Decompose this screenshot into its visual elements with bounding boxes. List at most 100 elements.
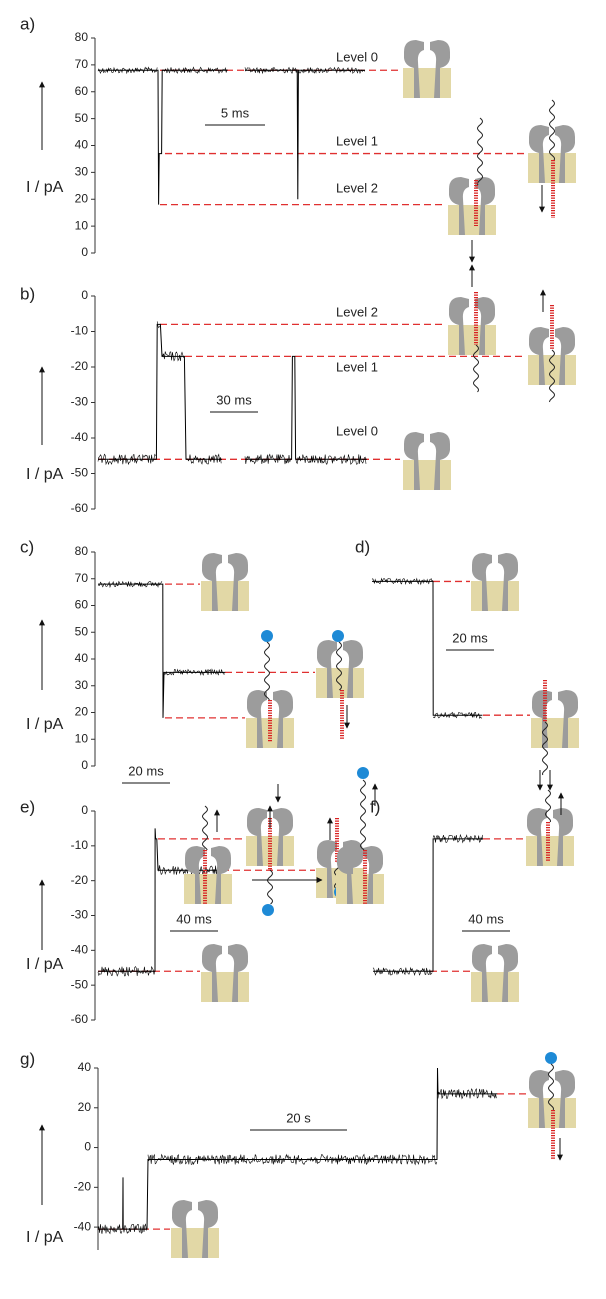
y-tick-label: 80 (75, 30, 89, 44)
dna-strand (548, 99, 556, 161)
trace (98, 583, 226, 718)
level-label: Level 0 (336, 423, 378, 438)
pore-icon (184, 846, 232, 904)
y-tick-label: 0 (81, 288, 88, 302)
pore-icon (471, 553, 519, 611)
y-tick-label: -10 (71, 324, 89, 338)
dna-strand (548, 349, 556, 403)
bead (262, 904, 274, 916)
trace (373, 838, 483, 972)
pore-icon (528, 125, 576, 183)
y-tick-label: 40 (75, 138, 89, 152)
trace-noise (147, 1153, 438, 1166)
scale-bar-label: 40 ms (176, 911, 212, 926)
y-tick-label: 50 (75, 111, 89, 125)
dna-strand (266, 869, 274, 905)
y-tick-label: 20 (78, 1100, 92, 1114)
trace-noise (161, 351, 184, 362)
scale-bar-label: 30 ms (216, 392, 252, 407)
y-tick-label: -20 (74, 1180, 92, 1194)
trace-noise (163, 668, 225, 676)
y-tick-label: -60 (71, 501, 89, 515)
y-tick-label: 30 (75, 165, 89, 179)
y-tick-label: -30 (71, 908, 89, 922)
y-tick-label: -40 (71, 430, 89, 444)
level-label: Level 1 (336, 359, 378, 374)
level-label: Level 1 (336, 133, 378, 148)
level-label: Level 2 (336, 180, 378, 195)
scale-bar-label: 40 ms (468, 911, 504, 926)
y-tick-label: 10 (75, 218, 89, 232)
y-tick-label: 60 (75, 84, 89, 98)
y-axis-label: I / pA (26, 956, 64, 973)
y-tick-label: -20 (71, 873, 89, 887)
trace (372, 580, 483, 716)
y-axis-label: I / pA (26, 716, 64, 733)
bead (332, 630, 344, 642)
level-label: Level 2 (336, 304, 378, 319)
y-tick-label: -40 (71, 943, 89, 957)
panel-label: d) (355, 537, 370, 556)
pore-icon (201, 553, 249, 611)
y-tick-label: 60 (75, 598, 89, 612)
dna-strand (201, 805, 209, 851)
trace-noise (97, 965, 156, 977)
y-tick-label: 20 (75, 705, 89, 719)
dna-strand (263, 641, 271, 701)
dna-strand (547, 1063, 555, 1111)
y-tick-label: 40 (75, 651, 89, 665)
trace-noise (97, 453, 156, 466)
pore-icon (246, 690, 294, 748)
panel-label: b) (20, 284, 35, 303)
y-tick-label: -60 (71, 1012, 89, 1026)
scale-bar-label: 5 ms (221, 105, 250, 120)
pore-icon (403, 40, 451, 98)
pore-icon (531, 690, 579, 748)
scale-bar-label: 20 ms (128, 763, 164, 778)
pore-icon (403, 432, 451, 490)
y-tick-label: 0 (81, 803, 88, 817)
y-tick-label: 50 (75, 624, 89, 638)
y-tick-label: -40 (74, 1219, 92, 1233)
y-tick-label: 40 (78, 1060, 92, 1074)
bead (357, 767, 369, 779)
bead (261, 630, 273, 642)
y-tick-label: 0 (84, 1140, 91, 1154)
trace-noise (244, 453, 292, 465)
trace-noise (185, 453, 222, 465)
y-axis-label: I / pA (26, 1229, 64, 1246)
y-tick-label: 20 (75, 191, 89, 205)
dna-strand (335, 641, 343, 691)
dna-strand (359, 779, 367, 851)
dna-strand (541, 721, 549, 776)
y-tick-label: 0 (81, 245, 88, 259)
y-tick-label: 0 (81, 758, 88, 772)
trace (98, 69, 365, 205)
pore-icon (448, 297, 496, 355)
y-tick-label: -20 (71, 359, 89, 373)
trace-noise (295, 454, 367, 465)
y-tick-label: -50 (71, 977, 89, 991)
panel-label: c) (20, 537, 34, 556)
dna-strand (476, 117, 484, 186)
level-label: Level 0 (336, 49, 378, 64)
panel-label: f) (370, 797, 380, 816)
y-tick-label: -10 (71, 838, 89, 852)
y-tick-label: 80 (75, 544, 89, 558)
y-tick-label: 10 (75, 731, 89, 745)
panel-label: e) (20, 797, 35, 816)
bead (545, 1052, 557, 1064)
trace-noise (97, 1224, 123, 1235)
pore-icon (471, 944, 519, 1002)
trace (98, 323, 367, 460)
dna-strand (544, 789, 552, 823)
trace (98, 828, 222, 972)
scale-bar-label: 20 ms (452, 630, 488, 645)
y-tick-label: -50 (71, 466, 89, 480)
panel-label: a) (20, 14, 35, 33)
y-tick-label: -30 (71, 395, 89, 409)
trace-noise (432, 833, 483, 844)
trace-noise (298, 66, 366, 75)
